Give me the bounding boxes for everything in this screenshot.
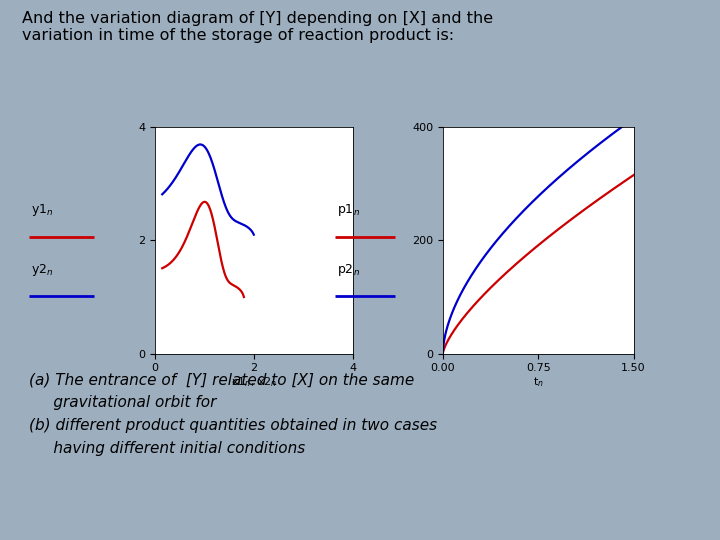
X-axis label: x1$_n$, x2$_n$: x1$_n$, x2$_n$ <box>230 375 277 389</box>
Text: (a) The entrance of  [Y] related to [X] on the same
     gravitational orbit for: (a) The entrance of [Y] related to [X] o… <box>29 373 437 456</box>
Text: p1$_n$: p1$_n$ <box>337 202 360 218</box>
Text: p2$_n$: p2$_n$ <box>337 262 360 278</box>
Text: y1$_n$: y1$_n$ <box>31 202 53 218</box>
Text: And the variation diagram of [Y] depending on [X] and the
variation in time of t: And the variation diagram of [Y] dependi… <box>22 11 492 43</box>
Text: y2$_n$: y2$_n$ <box>31 262 53 278</box>
X-axis label: t$_n$: t$_n$ <box>533 375 544 389</box>
